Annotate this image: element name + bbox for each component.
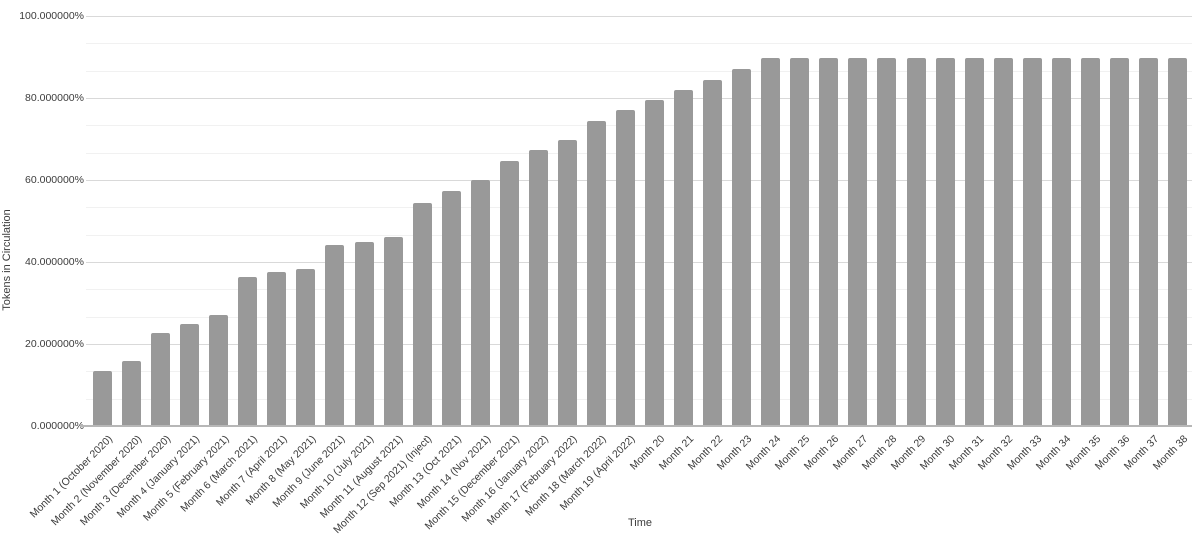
bar[interactable] xyxy=(528,150,548,426)
bar[interactable] xyxy=(412,202,432,426)
bar[interactable] xyxy=(877,58,897,426)
bar[interactable] xyxy=(557,140,577,426)
minor-gridline xyxy=(86,207,1192,208)
bar[interactable] xyxy=(93,370,113,426)
minor-gridline xyxy=(86,235,1192,236)
bar[interactable] xyxy=(180,323,200,426)
bar[interactable] xyxy=(1051,58,1071,426)
bar[interactable] xyxy=(848,58,868,426)
minor-gridline xyxy=(86,43,1192,44)
bar[interactable] xyxy=(645,100,665,426)
bar[interactable] xyxy=(238,277,258,426)
bar[interactable] xyxy=(441,191,461,426)
bar[interactable] xyxy=(209,315,229,426)
minor-gridline xyxy=(86,153,1192,154)
bar[interactable] xyxy=(383,237,403,426)
bar[interactable] xyxy=(1167,58,1187,426)
bar[interactable] xyxy=(325,244,345,426)
y-axis-tick-label: 0.000000% xyxy=(30,420,84,432)
bar[interactable] xyxy=(499,160,519,426)
major-gridline xyxy=(86,180,1192,181)
bar[interactable] xyxy=(615,110,635,426)
bar[interactable] xyxy=(1138,58,1158,426)
bar[interactable] xyxy=(906,58,926,426)
bar[interactable] xyxy=(151,332,171,426)
minor-gridline xyxy=(86,71,1192,72)
bar[interactable] xyxy=(354,241,374,426)
minor-gridline xyxy=(86,125,1192,126)
bar[interactable] xyxy=(470,180,490,426)
bar[interactable] xyxy=(296,269,316,426)
bar[interactable] xyxy=(122,361,142,426)
bar[interactable] xyxy=(732,69,752,426)
y-axis-tick-label: 100.000000% xyxy=(19,10,84,22)
bar[interactable] xyxy=(935,58,955,426)
x-axis-line xyxy=(80,425,1192,427)
x-axis-title: Time xyxy=(627,517,653,529)
bar[interactable] xyxy=(790,58,810,426)
bar[interactable] xyxy=(674,89,694,426)
major-gridline xyxy=(86,344,1192,345)
y-axis-title: Tokens in Circulation xyxy=(1,209,13,311)
bar[interactable] xyxy=(586,120,606,426)
y-axis-tick-label: 20.000000% xyxy=(25,338,84,350)
bar[interactable] xyxy=(703,79,723,426)
minor-gridline xyxy=(86,399,1192,400)
bar[interactable] xyxy=(993,58,1013,426)
y-axis-tick-label: 40.000000% xyxy=(25,256,84,268)
minor-gridline xyxy=(86,289,1192,290)
major-gridline xyxy=(86,262,1192,263)
bar[interactable] xyxy=(267,272,287,426)
bar[interactable] xyxy=(761,58,781,426)
y-axis-tick-label: 60.000000% xyxy=(25,174,84,186)
minor-gridline xyxy=(86,371,1192,372)
major-gridline xyxy=(86,98,1192,99)
bar[interactable] xyxy=(819,58,839,426)
bar[interactable] xyxy=(1109,58,1129,426)
bar[interactable] xyxy=(1080,58,1100,426)
bar[interactable] xyxy=(1022,58,1042,426)
major-gridline xyxy=(86,16,1192,17)
minor-gridline xyxy=(86,317,1192,318)
y-axis-tick-label: 80.000000% xyxy=(25,92,84,104)
bar[interactable] xyxy=(964,58,984,426)
